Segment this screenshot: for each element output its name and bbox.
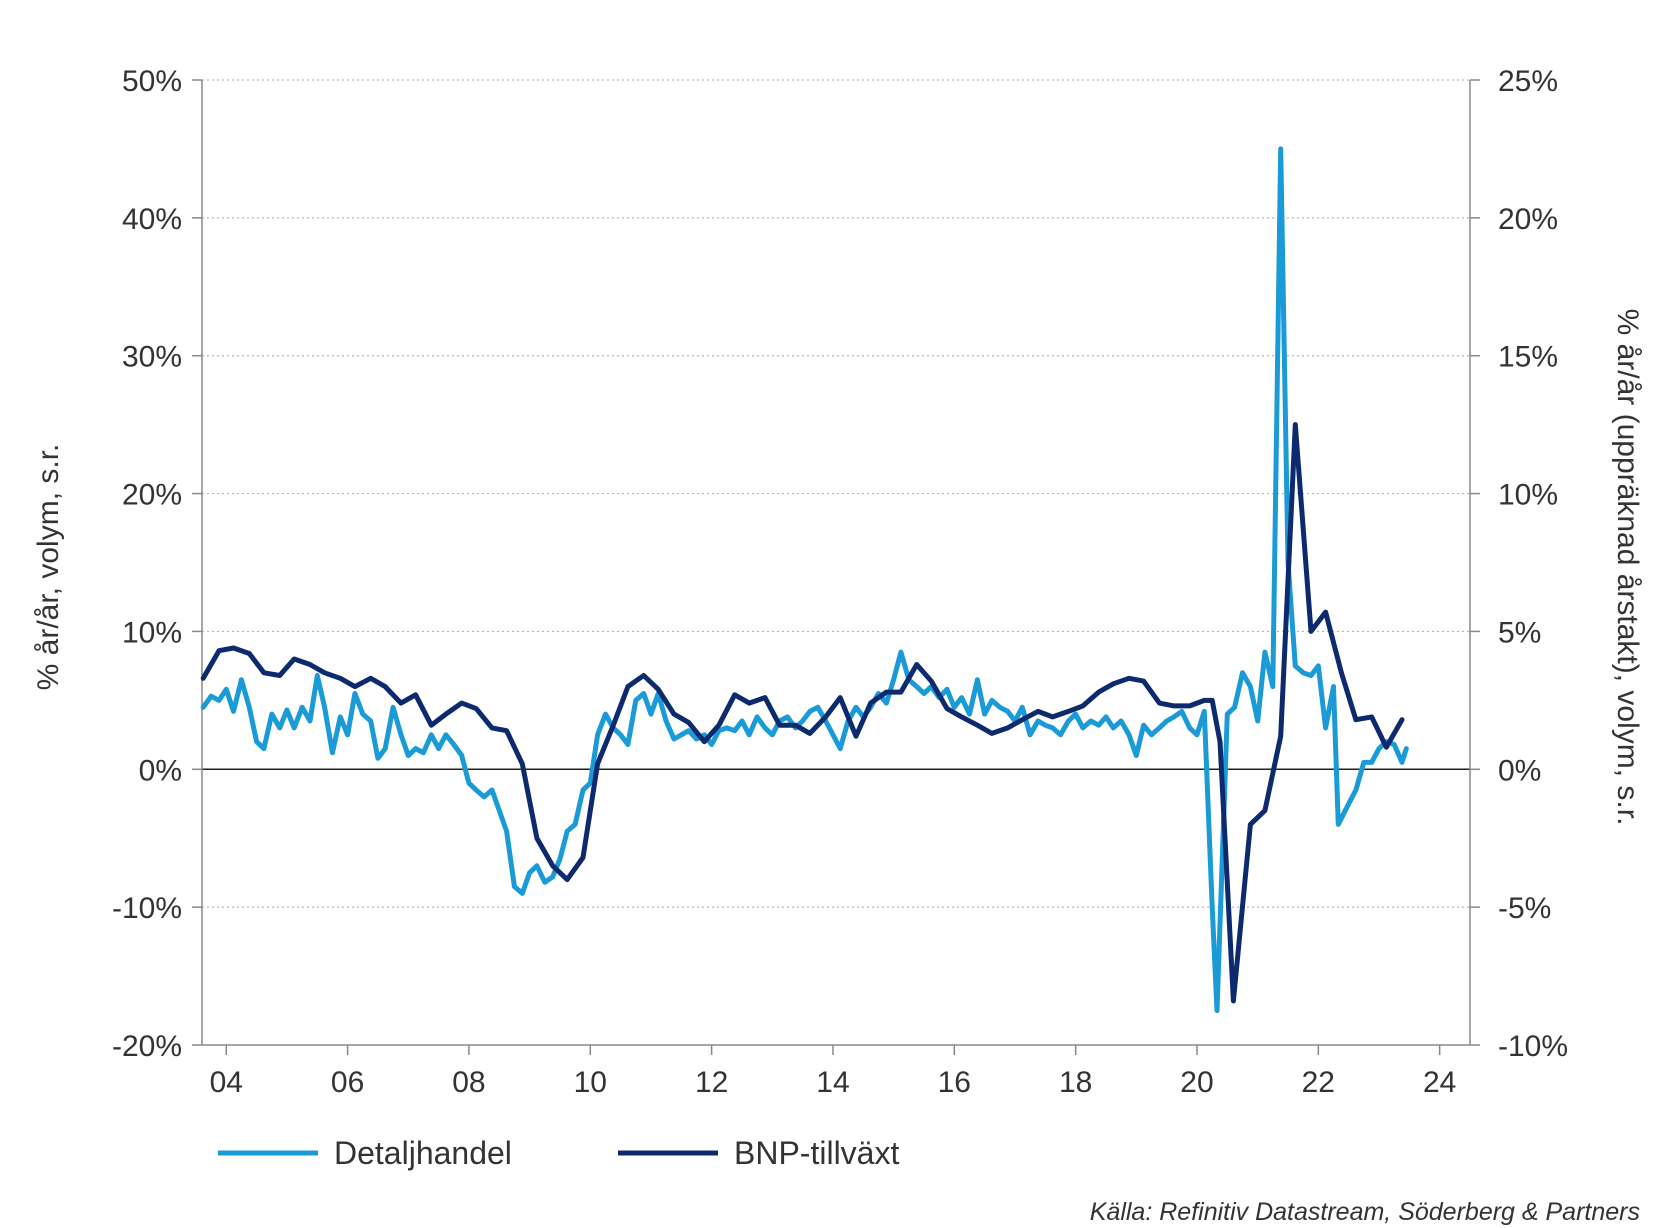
- y-left-tick-label: -10%: [112, 892, 182, 925]
- x-tick-label: 06: [331, 1066, 364, 1099]
- series-line-detaljhandel: [200, 146, 1409, 1013]
- x-tick-label: 10: [574, 1066, 607, 1099]
- y-right-tick-label: 10%: [1498, 479, 1558, 512]
- x-tick-label: 18: [1059, 1066, 1092, 1099]
- y-left-tick-label: 40%: [122, 203, 182, 236]
- x-tick-label: 12: [695, 1066, 728, 1099]
- x-tick-label: 24: [1423, 1066, 1456, 1099]
- tick-labels: -20% -10% 0% 10% 20% 30% 40% 50% -10% -5% 0% 5% 10% 1…: [112, 65, 1568, 1099]
- x-tick-label: 14: [816, 1066, 849, 1099]
- y-left-tick-label: 0%: [139, 754, 182, 787]
- y-left-tick-label: 50%: [122, 65, 182, 98]
- series-lines: [200, 146, 1409, 1013]
- x-tick-label: 16: [938, 1066, 971, 1099]
- x-tick-label: 20: [1180, 1066, 1213, 1099]
- legend-label-detaljhandel: Detaljhandel: [334, 1135, 512, 1171]
- y-right-tick-label: 15%: [1498, 341, 1558, 374]
- y-left-tick-label: 20%: [122, 479, 182, 512]
- y-right-axis-title: % år/år (uppräknad årstakt), volym, s.r.: [1611, 309, 1644, 826]
- series-line-bnp-tillv-xt: [200, 422, 1405, 1004]
- y-right-tick-label: 5%: [1498, 616, 1541, 649]
- y-right-tick-label: 0%: [1498, 754, 1541, 787]
- axes: [192, 79, 1480, 1055]
- y-right-tick-label: 25%: [1498, 65, 1558, 98]
- source-note: Källa: Refinitiv Datastream, Söderberg &…: [1090, 1198, 1640, 1226]
- y-left-tick-label: 10%: [122, 616, 182, 649]
- x-tick-label: 04: [210, 1066, 243, 1099]
- x-tick-label: 08: [452, 1066, 485, 1099]
- legend: Detaljhandel BNP-tillväxt: [218, 1135, 899, 1171]
- grid-lines: [202, 79, 1470, 908]
- legend-label-bnp-tillvaxt: BNP-tillväxt: [734, 1135, 899, 1171]
- y-left-tick-label: 30%: [122, 341, 182, 374]
- x-tick-label: 22: [1302, 1066, 1335, 1099]
- y-right-tick-label: -5%: [1498, 892, 1551, 925]
- y-right-tick-label: -10%: [1498, 1030, 1568, 1063]
- y-left-axis-title: % år/år, volym, s.r.: [32, 444, 65, 691]
- y-left-tick-label: -20%: [112, 1030, 182, 1063]
- y-right-tick-label: 20%: [1498, 203, 1558, 236]
